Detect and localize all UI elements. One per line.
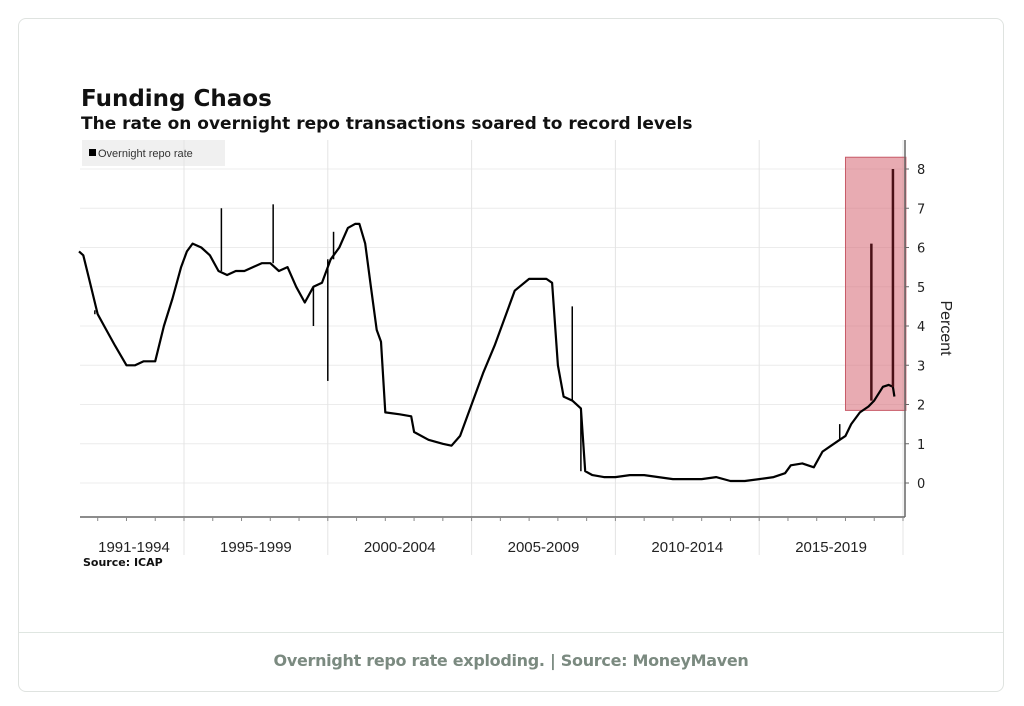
legend-label: Overnight repo rate — [98, 148, 193, 160]
chart-card: Overnight repo rate exploding. | Source:… — [18, 18, 1004, 692]
y-tick-label: 6 — [917, 242, 925, 257]
source-note: Source: ICAP — [83, 556, 163, 569]
legend-box — [82, 140, 225, 166]
x-group-label: 1995-1999 — [220, 539, 292, 556]
y-tick-label: 3 — [917, 359, 925, 374]
legend: Overnight repo rate — [82, 140, 225, 166]
y-tick-label: 0 — [917, 477, 925, 492]
chart-subtitle: The rate on overnight repo transactions … — [81, 114, 692, 134]
chart-caption: Overnight repo rate exploding. | Source:… — [273, 651, 749, 670]
legend-swatch — [89, 149, 96, 156]
x-group-label: 2000-2004 — [364, 539, 436, 556]
y-axis-label: Percent — [937, 300, 954, 356]
y-tick-label: 2 — [917, 399, 925, 414]
highlight-box — [844, 156, 907, 411]
y-tick-label: 7 — [917, 202, 925, 217]
x-group-label: 1991-1994 — [98, 539, 170, 556]
x-group-label: 2010-2014 — [651, 539, 723, 556]
x-group-label: 2005-2009 — [508, 539, 580, 556]
y-tick-label: 4 — [917, 320, 925, 335]
y-tick-label: 5 — [917, 281, 925, 296]
x-group-label: 2015-2019 — [795, 539, 867, 556]
caption-divider — [19, 632, 1003, 633]
series-line-overnight-repo-rate — [78, 222, 896, 483]
y-tick-label: 1 — [917, 438, 925, 453]
chart-title: Funding Chaos — [81, 86, 272, 112]
y-tick-label: 8 — [917, 163, 925, 178]
